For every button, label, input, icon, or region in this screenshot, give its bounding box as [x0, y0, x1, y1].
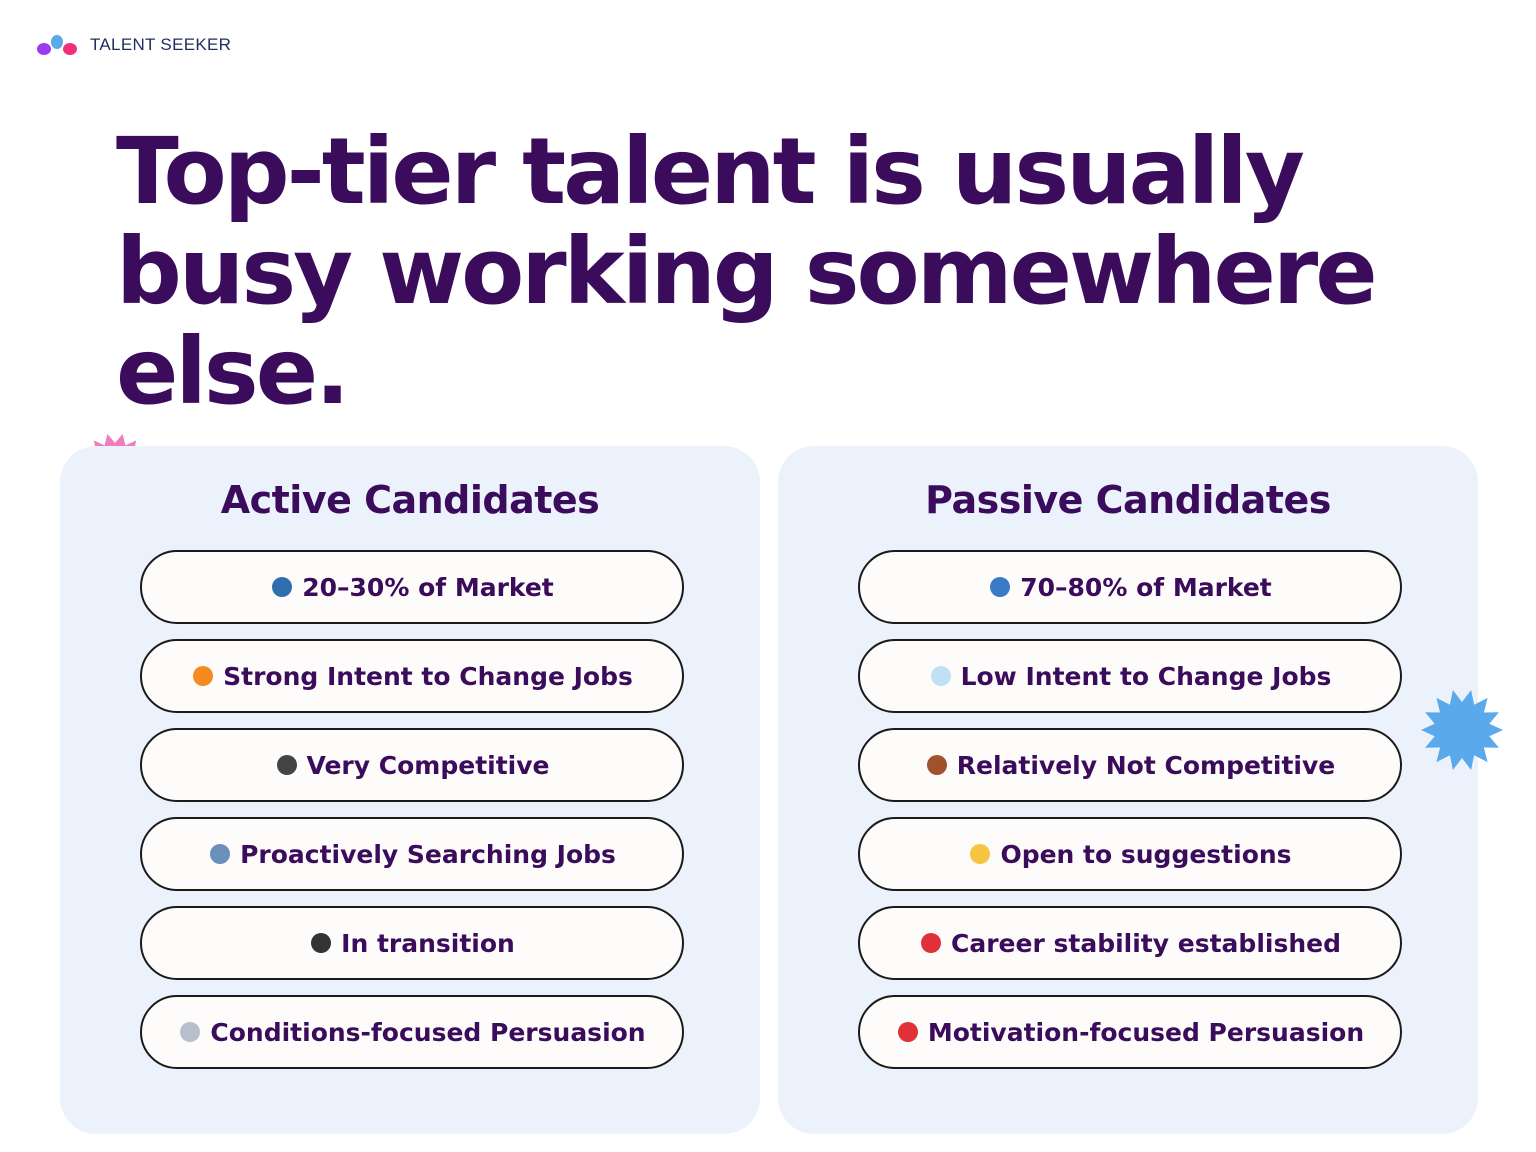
list-item: Very Competitive [140, 728, 684, 802]
list-item-label: Strong Intent to Change Jobs [223, 661, 633, 691]
list-item: 20–30% of Market [140, 550, 684, 624]
list-item-label: Low Intent to Change Jobs [960, 661, 1332, 691]
passive-candidates-panel: Passive Candidates 70–80% of Market Low I… [778, 446, 1478, 1134]
active-candidates-title: Active Candidates [220, 478, 600, 522]
list-item-label: 20–30% of Market [302, 572, 554, 602]
passive-candidates-title: Passive Candidates [925, 478, 1331, 522]
brand-name: TALENT SEEKER [90, 35, 232, 54]
list-item-label: Career stability established [951, 928, 1341, 958]
door-icon [926, 755, 947, 775]
list-item: 70–80% of Market [858, 550, 1402, 624]
globe-icon [990, 577, 1011, 597]
pushpin-icon [921, 933, 942, 953]
list-item-label: Conditions-focused Persuasion [210, 1017, 646, 1047]
list-item: Proactively Searching Jobs [140, 817, 684, 891]
list-item: Relatively Not Competitive [858, 728, 1402, 802]
list-item-label: Proactively Searching Jobs [240, 839, 616, 869]
headline: Top-tier talent is usually busy working … [116, 118, 1378, 425]
list-item: Low Intent to Change Jobs [858, 639, 1402, 713]
list-item: Strong Intent to Change Jobs [140, 639, 684, 713]
talent-seeker-logo-icon [37, 35, 77, 55]
target-icon [897, 1022, 918, 1042]
checkered-flag-icon [276, 755, 297, 775]
brand: TALENT SEEKER [36, 34, 231, 56]
list-item: Open to suggestions [858, 817, 1402, 891]
list-item-label: Very Competitive [306, 750, 550, 780]
list-item: In transition [140, 906, 684, 980]
list-item: Conditions-focused Persuasion [140, 995, 684, 1069]
wheel-icon [311, 933, 332, 953]
people-icon [272, 577, 293, 597]
list-item: Motivation-focused Persuasion [858, 995, 1402, 1069]
ear-icon [970, 844, 991, 864]
list-item: Career stability established [858, 906, 1402, 980]
document-icon [180, 1022, 201, 1042]
list-item-label: In transition [341, 928, 515, 958]
magnifier-icon [210, 844, 231, 864]
list-item-label: Relatively Not Competitive [956, 750, 1336, 780]
active-candidates-panel: Active Candidates 20–30% of Market Strong… [60, 446, 760, 1134]
fire-icon [193, 666, 214, 686]
list-item-label: 70–80% of Market [1020, 572, 1272, 602]
list-item-label: Open to suggestions [1000, 839, 1292, 869]
list-item-label: Motivation-focused Persuasion [927, 1017, 1365, 1047]
blue-star-decoration [1421, 690, 1503, 770]
thought-bubble-icon [930, 666, 951, 686]
